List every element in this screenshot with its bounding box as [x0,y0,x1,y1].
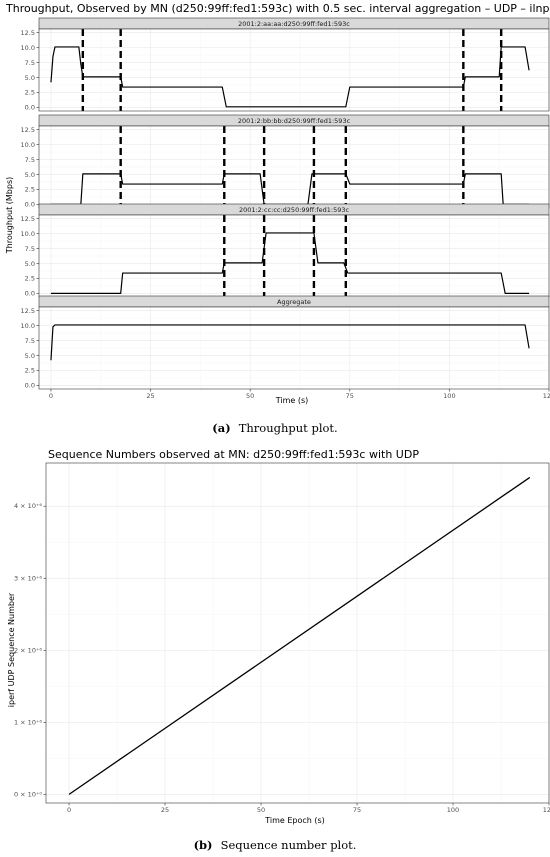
y-tick-label: 5.0 [25,352,35,360]
x-tick-label: 0 [67,806,71,814]
y-tick-label: 3 × 10⁺⁶ [14,574,42,582]
facet-strip-label: 2001:2:aa:aa:d250:99ff:fed1:593c [238,20,350,28]
y-tick-label: 10.0 [21,230,35,238]
y-tick-label: 2.5 [25,367,35,375]
y-tick-label: 7.5 [25,337,35,345]
throughput-panel: 2001:2:cc:cc:d250:99ff:fed1:593c 0.0 2.5 5.… [21,203,550,298]
throughput-panel: 2001:2:aa:aa:d250:99ff:fed1:593c 0.0 2.5 5.… [21,17,550,112]
throughput-x-axis-title: Time (s) [275,396,309,405]
x-tick-label: 0 [49,392,53,400]
y-tick-label: 12.5 [21,215,35,223]
y-tick-label: 2.5 [25,186,35,194]
y-tick-label: 2 × 10⁺⁶ [14,646,42,654]
y-tick-label: 7.5 [25,245,35,253]
y-tick-label: 2.5 [25,89,35,97]
sequence-series-line [68,476,531,795]
y-tick-label: 0.0 [25,104,35,112]
throughput-panel: Aggregate 0.0 2.5 5.0 7.5 10.0 12.5 [21,295,550,390]
x-tick-label: 25 [161,806,169,814]
y-tick-label: 4 × 10⁺⁶ [14,502,42,510]
throughput-y-axis-title: Throughput (Mbps) [5,177,14,254]
y-tick-label: 0.0 [25,382,35,390]
y-tick-label: 12.5 [21,126,35,134]
throughput-series-line [50,232,530,295]
x-tick-label: 50 [257,806,265,814]
x-tick-label: 25 [146,392,154,400]
y-tick-label: 0 × 10⁺⁰ [14,790,42,798]
sequence-number-figure: Sequence Numbers observed at MN: d250:99… [7,448,550,853]
y-tick-label: 2.5 [25,275,35,283]
throughput-figure: Throughput, Observed by MN (d250:99ff:fe… [5,2,550,436]
throughput-chart-title: Throughput, Observed by MN (d250:99ff:fe… [5,2,549,15]
facet-strip-label: 2001:2:cc:cc:d250:99ff:fed1:593c [239,206,350,214]
y-tick-label: 10.0 [21,322,35,330]
sequence-plot-area: 0 × 10⁺⁰ 1 × 10⁺⁶ 2 × 10⁺⁶ 3 × 10⁺⁶ 4 × 10⁺⁶… [14,462,550,814]
figure-b-caption-text: Sequence number plot. [221,838,357,852]
figure-b-caption-label: (b) [194,838,213,852]
panel-border [38,306,550,390]
sequence-chart-title: Sequence Numbers observed at MN: d250:99… [48,448,419,461]
facet-strip-label: Aggregate [277,298,311,306]
x-tick-label: 125 [543,806,550,814]
y-tick-label: 1 × 10⁺⁶ [14,718,42,726]
x-tick-label: 75 [346,392,354,400]
plot-background [46,463,549,803]
sequence-x-axis-title: Time Epoch (s) [264,816,325,825]
sequence-y-axis-title: iperf UDP Sequence Number [7,592,16,707]
figure-b-caption: (b) Sequence number plot. [194,834,357,853]
panel-border [38,28,550,112]
y-tick-label: 10.0 [21,44,35,52]
x-tick-label: 100 [447,806,459,814]
y-tick-label: 7.5 [25,156,35,164]
y-tick-label: 5.0 [25,74,35,82]
x-tick-label: 125 [543,392,550,400]
y-tick-label: 5.0 [25,171,35,179]
x-tick-label: 75 [353,806,361,814]
x-tick-label: 50 [246,392,254,400]
throughput-series-line [50,324,530,361]
x-tick-label: 100 [443,392,455,400]
figure-a-caption-text: Throughput plot. [239,421,338,435]
y-tick-label: 7.5 [25,59,35,67]
y-tick-label: 12.5 [21,29,35,37]
y-tick-label: 5.0 [25,260,35,268]
figure-a-caption: (a) Throughput plot. [212,417,337,436]
y-tick-label: 10.0 [21,141,35,149]
y-tick-label: 12.5 [21,307,35,315]
throughput-x-axis: 0 25 50 75 100 125 [49,389,550,400]
y-tick-label: 0.0 [25,290,35,298]
throughput-series-line [50,46,530,108]
throughput-panel: 2001:2:bb:bb:d250:99ff:fed1:593c 0.0 2.5 5.… [21,114,550,209]
plot-border [45,462,550,804]
throughput-panels: 2001:2:aa:aa:d250:99ff:fed1:593c 0.0 2.5 5.… [21,17,550,390]
facet-strip-label: 2001:2:bb:bb:d250:99ff:fed1:593c [238,117,351,125]
figure-a-caption-label: (a) [212,421,230,435]
y-tick-label: 0.0 [25,201,35,209]
